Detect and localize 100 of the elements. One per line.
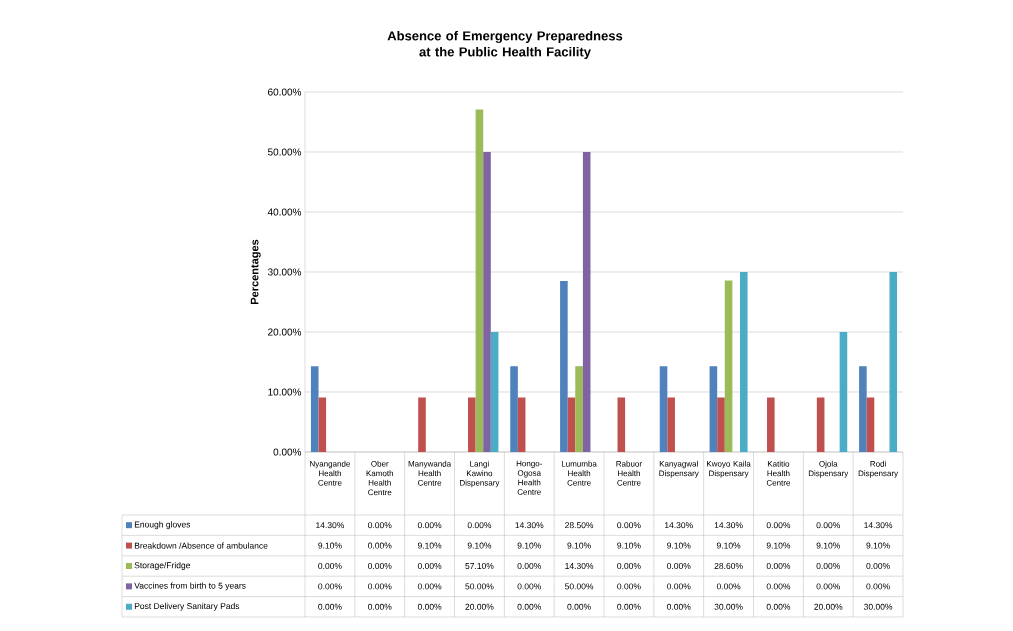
data-label: 0.00% — [866, 583, 890, 590]
data-label: 0.00% — [816, 583, 840, 590]
bar — [816, 397, 825, 452]
x-tick-label: Manywanda Health Centre — [408, 460, 452, 486]
data-label: 0.00% — [766, 603, 791, 610]
data-label: 9.10% — [318, 542, 342, 549]
data-label: 14.30% — [316, 522, 345, 529]
data-label: 28.50% — [565, 522, 594, 529]
data-label: 0.00% — [368, 542, 392, 549]
data-label: 14.30% — [565, 562, 594, 569]
bar — [839, 331, 848, 452]
data-label: 0.00% — [667, 603, 691, 610]
legend-label: Storage/Fridge — [134, 562, 191, 570]
bar — [310, 366, 319, 452]
data-label: 30.00% — [864, 603, 893, 610]
bar — [575, 366, 583, 452]
data-label: 0.00% — [766, 562, 791, 569]
data-label: 14.30% — [864, 522, 893, 529]
bar — [617, 397, 626, 452]
bar — [739, 271, 748, 452]
data-label: 50.00% — [565, 583, 594, 590]
data-label: 14.30% — [664, 522, 693, 529]
data-label: 0.00% — [368, 562, 392, 569]
legend-label: Post Delivery Sanitary Pads — [134, 602, 240, 611]
data-label: 0.00% — [866, 562, 890, 569]
legend-label: Breakdown /Absence of ambulance — [134, 542, 268, 549]
bar — [517, 397, 526, 452]
x-tick-label: Kanyagwal Dispensary — [659, 460, 699, 478]
bar — [724, 280, 733, 452]
data-label: 9.10% — [467, 542, 492, 549]
data-label: 14.30% — [714, 522, 743, 529]
bar — [318, 397, 327, 452]
bar — [468, 397, 476, 452]
data-label: 9.10% — [417, 542, 442, 549]
y-tick-label: 20.00% — [268, 328, 302, 336]
x-tick-label: Langi Kawino Dispensary — [460, 460, 500, 488]
x-tick-label: Ojola Dispensary — [808, 460, 849, 478]
legend-label: Enough gloves — [134, 521, 191, 530]
data-label: 0.00% — [667, 583, 691, 590]
bar — [859, 366, 867, 452]
bar — [418, 397, 426, 452]
bar — [490, 331, 499, 452]
x-tick-label: Nyangande Health Centre — [310, 460, 351, 486]
y-tick-label: 50.00% — [267, 148, 302, 156]
x-tick-label: Katitio Health Centre — [766, 460, 791, 486]
data-label: 0.00% — [816, 562, 840, 569]
data-label: 9.10% — [766, 542, 791, 549]
x-tick-label: Rodi Dispensary — [858, 460, 899, 478]
x-tick-label: Kwoyo Kaila Dispensary — [707, 460, 751, 478]
data-label: 9.10% — [567, 542, 591, 549]
data-label: 14.30% — [515, 522, 544, 529]
data-label: 0.00% — [417, 522, 442, 529]
data-label: 0.00% — [417, 603, 442, 610]
bar — [709, 366, 718, 452]
data-label: 9.10% — [816, 542, 840, 549]
x-tick-label: Lumumba Health Centre — [561, 460, 597, 486]
data-label: 50.00% — [465, 583, 494, 590]
data-label: 0.00% — [318, 583, 342, 590]
bar — [510, 366, 518, 452]
x-tick-label: Hongo-Ogosa Health Centre — [516, 460, 543, 495]
data-label: 0.00% — [368, 583, 392, 590]
data-label: 0.00% — [617, 583, 641, 590]
data-label: 0.00% — [368, 603, 392, 610]
data-label: 0.00% — [766, 522, 791, 529]
bar — [889, 271, 898, 452]
y-tick-label: 60.00% — [268, 88, 302, 96]
data-label: 0.00% — [368, 522, 392, 529]
data-label: 30.00% — [714, 603, 743, 610]
data-label: 20.00% — [814, 603, 843, 610]
bar — [659, 366, 668, 452]
y-tick-label: 30.00% — [267, 268, 302, 276]
data-label: 0.00% — [766, 583, 791, 590]
data-label: 0.00% — [617, 562, 641, 569]
data-label: 0.00% — [716, 583, 741, 590]
legend-label: Vaccines from birth to 5 years — [134, 582, 246, 591]
data-label: 0.00% — [417, 583, 442, 590]
data-label: 28.60% — [714, 562, 743, 569]
bar — [866, 397, 875, 452]
data-label: 0.00% — [816, 522, 840, 529]
chart-title: Absence of Emergency Preparedness at the Public Health Facility — [387, 30, 623, 60]
y-tick-label: 10.00% — [268, 388, 302, 396]
data-label: 0.00% — [417, 562, 442, 569]
data-label: 0.00% — [517, 583, 542, 590]
data-label: 0.00% — [318, 562, 342, 569]
x-tick-label: Ober Kamoth Health Centre — [366, 460, 394, 496]
x-tick-label: Rabuor Health Centre — [616, 460, 642, 486]
bar — [582, 151, 591, 452]
bar — [717, 397, 725, 452]
data-label: 0.00% — [667, 562, 691, 569]
data-label: 0.00% — [517, 562, 542, 569]
y-tick-label: 40.00% — [267, 208, 302, 216]
data-label: 57.10% — [465, 562, 494, 569]
y-axis-title: Percentages — [250, 239, 261, 304]
bar — [667, 397, 675, 452]
data-label: 9.10% — [866, 542, 890, 549]
bar — [483, 151, 491, 452]
data-label: 0.00% — [318, 603, 342, 610]
data-label: 0.00% — [617, 603, 641, 610]
data-label: 0.00% — [567, 603, 591, 610]
data-label: 9.10% — [617, 542, 641, 549]
